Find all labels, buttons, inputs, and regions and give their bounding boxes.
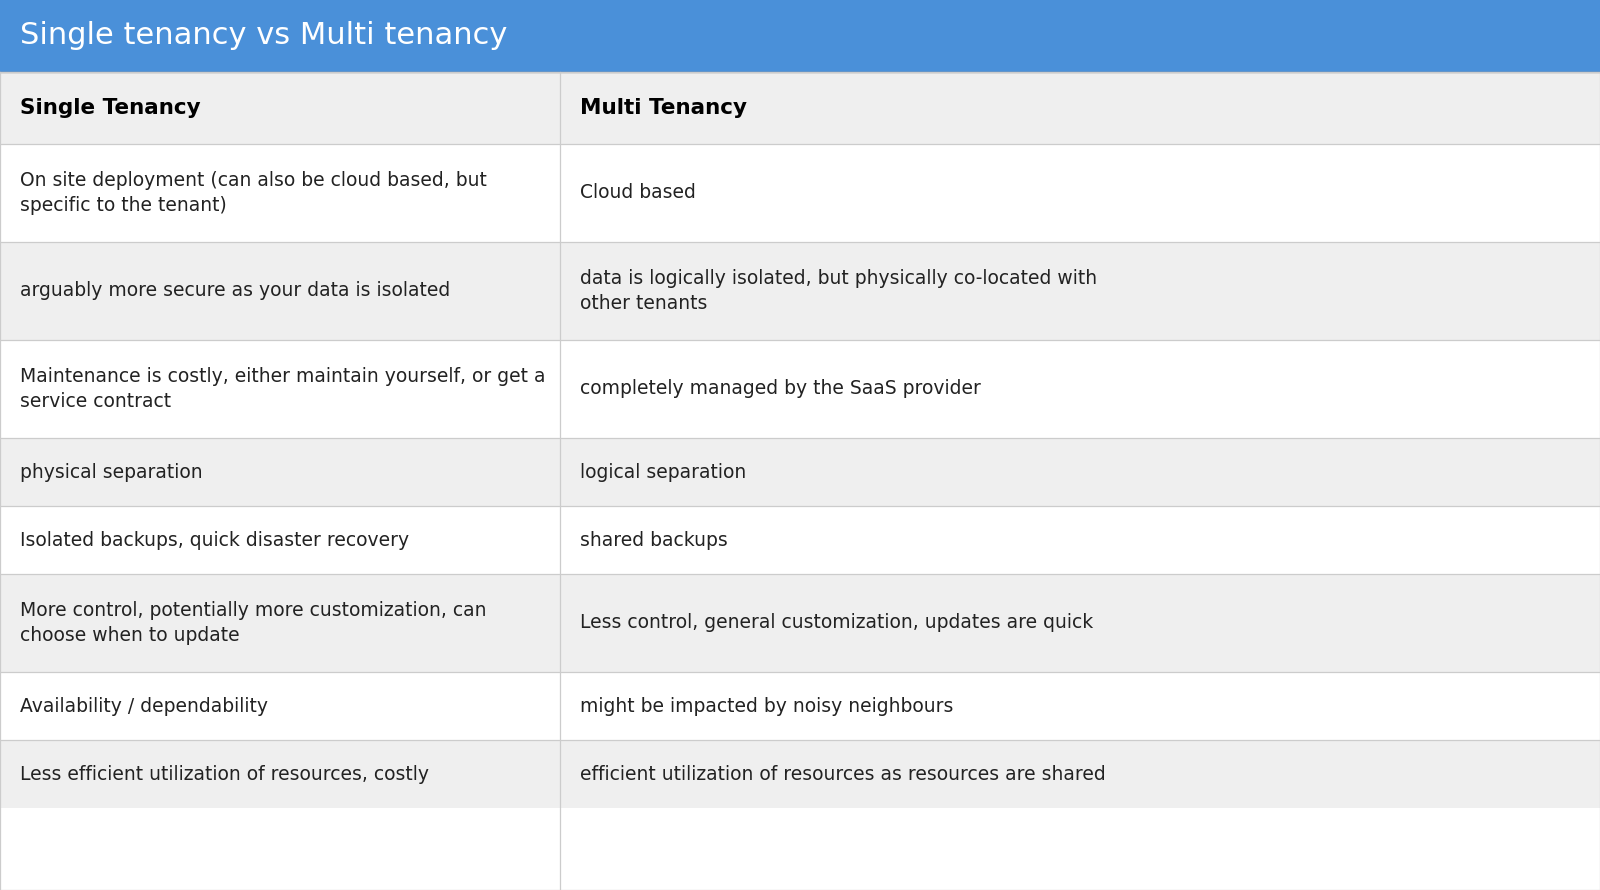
- Text: data is logically isolated, but physically co-located with
other tenants: data is logically isolated, but physical…: [579, 269, 1098, 313]
- Text: shared backups: shared backups: [579, 530, 728, 549]
- Text: Less efficient utilization of resources, costly: Less efficient utilization of resources,…: [19, 765, 429, 783]
- FancyBboxPatch shape: [0, 144, 1600, 242]
- Text: Multi Tenancy: Multi Tenancy: [579, 98, 747, 118]
- Text: Single tenancy vs Multi tenancy: Single tenancy vs Multi tenancy: [19, 21, 507, 51]
- Text: arguably more secure as your data is isolated: arguably more secure as your data is iso…: [19, 281, 450, 301]
- Text: Maintenance is costly, either maintain yourself, or get a
service contract: Maintenance is costly, either maintain y…: [19, 367, 546, 411]
- FancyBboxPatch shape: [0, 574, 1600, 672]
- Text: Single Tenancy: Single Tenancy: [19, 98, 200, 118]
- Text: completely managed by the SaaS provider: completely managed by the SaaS provider: [579, 379, 981, 399]
- FancyBboxPatch shape: [0, 242, 1600, 340]
- Text: efficient utilization of resources as resources are shared: efficient utilization of resources as re…: [579, 765, 1106, 783]
- Text: Isolated backups, quick disaster recovery: Isolated backups, quick disaster recover…: [19, 530, 410, 549]
- FancyBboxPatch shape: [0, 438, 1600, 506]
- Text: might be impacted by noisy neighbours: might be impacted by noisy neighbours: [579, 697, 954, 716]
- Text: logical separation: logical separation: [579, 463, 746, 481]
- FancyBboxPatch shape: [0, 740, 1600, 808]
- FancyBboxPatch shape: [0, 506, 1600, 574]
- Text: On site deployment (can also be cloud based, but
specific to the tenant): On site deployment (can also be cloud ba…: [19, 171, 486, 215]
- FancyBboxPatch shape: [0, 72, 1600, 890]
- Text: Less control, general customization, updates are quick: Less control, general customization, upd…: [579, 613, 1093, 633]
- FancyBboxPatch shape: [0, 340, 1600, 438]
- Text: physical separation: physical separation: [19, 463, 203, 481]
- Text: Availability / dependability: Availability / dependability: [19, 697, 269, 716]
- Text: Cloud based: Cloud based: [579, 183, 696, 203]
- Text: More control, potentially more customization, can
choose when to update: More control, potentially more customiza…: [19, 601, 486, 645]
- FancyBboxPatch shape: [0, 0, 1600, 72]
- FancyBboxPatch shape: [0, 72, 1600, 144]
- FancyBboxPatch shape: [0, 672, 1600, 740]
